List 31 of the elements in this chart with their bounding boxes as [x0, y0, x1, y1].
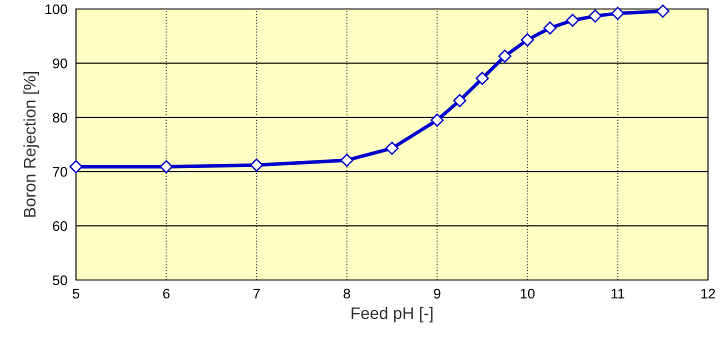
- point: [453, 94, 466, 108]
- point: [69, 160, 83, 174]
- x-tick-label: 10: [520, 288, 535, 299]
- point: [498, 50, 512, 63]
- y-tick-label: 90: [52, 58, 68, 68]
- y-tick-label: 100: [46, 4, 68, 14]
- point: [588, 9, 602, 23]
- point: [476, 72, 489, 85]
- y-axis-title: Boron Rejection [%]: [23, 72, 39, 217]
- y-tick-label: 60: [52, 221, 68, 231]
- y-tick-label: 50: [52, 275, 68, 286]
- x-tick-label: 11: [612, 288, 624, 298]
- y-tick-label: 80: [52, 112, 68, 123]
- point: [543, 21, 557, 35]
- point: [656, 4, 670, 18]
- point: [385, 142, 399, 155]
- x-tick-label: 12: [701, 288, 716, 298]
- point: [160, 160, 173, 174]
- point: [340, 154, 354, 167]
- point: [611, 6, 624, 20]
- x-tick-label: 7: [253, 288, 260, 298]
- point: [566, 14, 580, 27]
- x-tick-label: 6: [163, 288, 170, 299]
- x-tick-label: 5: [72, 288, 80, 299]
- y-tick-label: 70: [52, 166, 68, 177]
- point: [250, 158, 264, 172]
- x-tick-label: 8: [344, 288, 350, 299]
- x-tick-label: 9: [434, 288, 440, 299]
- point: [430, 114, 444, 127]
- x-axis-title: Feed pH [-]: [352, 306, 432, 322]
- point: [520, 33, 534, 46]
